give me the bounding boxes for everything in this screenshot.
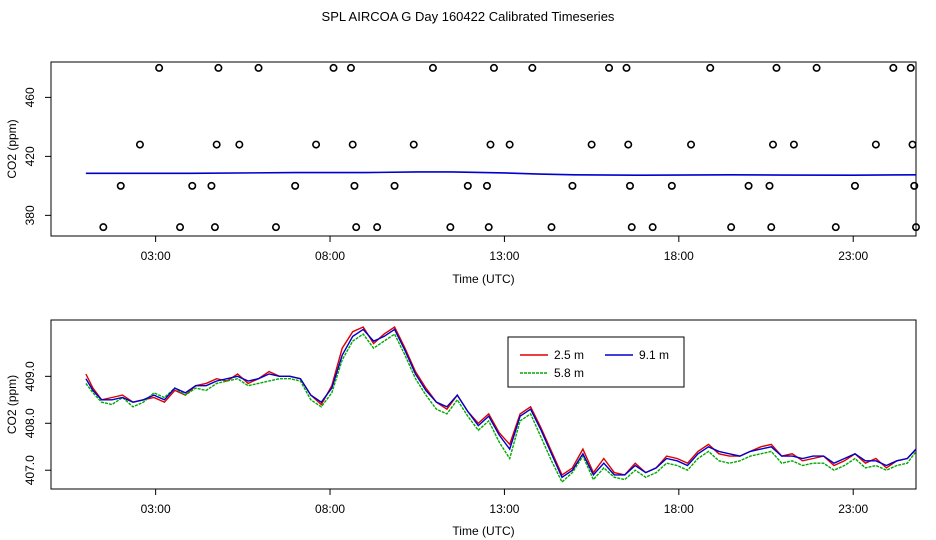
y-tick-label: 380 — [23, 205, 37, 225]
scatter-point — [271, 223, 280, 232]
scatter-point — [291, 181, 300, 190]
scatter-point — [706, 63, 715, 72]
scatter-point — [390, 181, 399, 190]
scatter-point — [210, 223, 219, 232]
scatter-point — [687, 140, 696, 149]
chart-title: SPL AIRCOA G Day 160422 Calibrated Times… — [321, 9, 615, 24]
x-tick-label: 23:00 — [838, 249, 868, 263]
scatter-point — [605, 63, 614, 72]
x-tick-label: 08:00 — [315, 502, 345, 516]
scatter-point — [624, 140, 633, 149]
scatter-point — [446, 223, 455, 232]
scatter-point — [373, 223, 382, 232]
series-line-2-5-m — [85, 325, 917, 476]
plot-panel-2: 03:00 08:00 13:00 18:00 23:00 407.0 408.0 409.0… — [5, 319, 917, 538]
scatter-point — [587, 140, 596, 149]
scatter-point — [207, 181, 216, 190]
scatter-point — [767, 223, 776, 232]
scatter-point — [850, 181, 859, 190]
scatter-point — [667, 181, 676, 190]
scatter-point — [116, 181, 125, 190]
scatter-point — [765, 181, 774, 190]
series-line-5-8-m — [85, 333, 917, 484]
x-tick-label: 03:00 — [141, 502, 171, 516]
scatter-point — [254, 63, 263, 72]
scatter-point — [627, 223, 636, 232]
x-tick-label: 18:00 — [664, 502, 694, 516]
scatter-point — [625, 181, 634, 190]
scatter-point — [428, 63, 437, 72]
y-tick-label: 407.0 — [23, 455, 37, 485]
scatter-point — [906, 63, 915, 72]
scatter-point — [188, 181, 197, 190]
x-tick-label: 08:00 — [315, 249, 345, 263]
scatter-point — [871, 140, 880, 149]
scatter-point — [482, 181, 491, 190]
scatter-point — [99, 223, 108, 232]
y-tick-label: 420 — [23, 146, 37, 166]
scatter-point — [486, 140, 495, 149]
scatter-point — [911, 223, 920, 232]
scatter-point — [352, 223, 361, 232]
scatter-point — [176, 223, 185, 232]
legend-box — [507, 336, 685, 388]
scatter-point — [312, 140, 321, 149]
legend-label: 9.1 m — [639, 348, 669, 362]
scatter-point — [409, 140, 418, 149]
scatter-point — [346, 63, 355, 72]
scatter-point — [212, 140, 221, 149]
x-axis-label: Time (UTC) — [452, 524, 514, 538]
legend: 2.5 m 5.8 m 9.1 m — [507, 336, 685, 388]
legend-label: 2.5 m — [554, 348, 584, 362]
scatter-point — [505, 140, 514, 149]
scatter-point — [348, 140, 357, 149]
scatter-point — [463, 181, 472, 190]
series-line-9-1-m — [85, 328, 917, 479]
scatter-point — [648, 223, 657, 232]
scatter-point — [135, 140, 144, 149]
scatter-point — [812, 63, 821, 72]
x-tick-label: 13:00 — [489, 249, 519, 263]
x-tick-label: 18:00 — [664, 249, 694, 263]
scatter-point — [155, 63, 164, 72]
x-tick-label: 23:00 — [838, 502, 868, 516]
x-axis-label: Time (UTC) — [452, 272, 514, 286]
y-tick-label: 408.0 — [23, 408, 37, 438]
scatter-point — [910, 181, 919, 190]
scatter-point — [350, 181, 359, 190]
x-tick-label: 03:00 — [141, 249, 171, 263]
scatter-point — [214, 63, 223, 72]
y-tick-label: 460 — [23, 87, 37, 107]
scatter-point — [908, 140, 917, 149]
scatter-point — [772, 63, 781, 72]
scatter-point — [727, 223, 736, 232]
legend-label: 5.8 m — [554, 366, 584, 380]
scatter-point — [547, 223, 556, 232]
y-axis-label: CO2 (ppm) — [5, 375, 19, 434]
scatter-point — [329, 63, 338, 72]
series-line — [85, 171, 917, 177]
plot-frame — [50, 61, 917, 237]
scatter-point — [622, 63, 631, 72]
scatter-point — [484, 223, 493, 232]
scatter-point — [889, 63, 898, 72]
scatter-point — [568, 181, 577, 190]
scatter-point — [528, 63, 537, 72]
y-axis-label: CO2 (ppm) — [5, 119, 19, 178]
scatter-point — [744, 181, 753, 190]
x-tick-label: 13:00 — [489, 502, 519, 516]
plot-frame — [50, 319, 917, 490]
scatter-point — [831, 223, 840, 232]
scatter-point — [235, 140, 244, 149]
scatter-point — [789, 140, 798, 149]
scatter-point — [768, 140, 777, 149]
y-tick-label: 409.0 — [23, 361, 37, 391]
plot-panel-1: 03:00 08:00 13:00 18:00 23:00 380 420 460 Time (… — [5, 61, 920, 286]
scatter-point — [489, 63, 498, 72]
